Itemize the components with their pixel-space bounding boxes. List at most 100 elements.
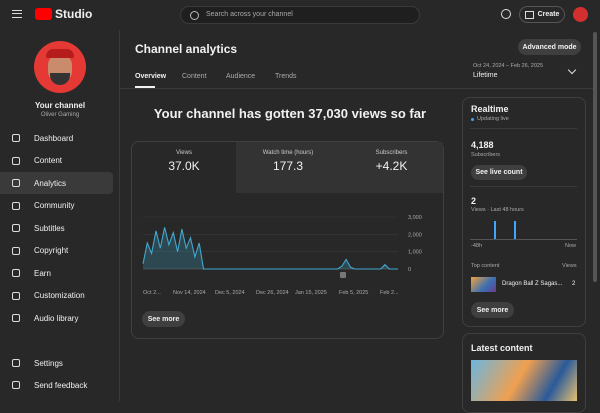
metric-label: Watch time (hours) (262, 150, 314, 156)
subscriber-label: Subscribers (471, 152, 501, 158)
nav-icon (12, 224, 20, 232)
metric-tab[interactable]: Subscribers +4.2K (340, 142, 443, 193)
help-icon[interactable] (501, 9, 511, 19)
x-tick-label: Nov 14, 2024 (173, 290, 206, 296)
nav-label: Customization (34, 291, 85, 300)
realtime-card (462, 97, 586, 327)
metric-value: +4.2K (375, 159, 408, 173)
period-dropdown[interactable] (567, 65, 577, 75)
realtime-axis (470, 239, 577, 240)
see-more-button[interactable]: See more (142, 311, 185, 327)
realtime-start: -48h (471, 243, 483, 249)
realtime-views: 2 (471, 196, 477, 206)
metric-value: 37.0K (168, 159, 200, 173)
views-column: Views (562, 263, 577, 269)
x-tick-label: Dec 26, 2024 (256, 290, 289, 296)
x-tick-label: Feb 2... (380, 290, 399, 296)
tab-indicator (135, 86, 155, 88)
create-label: Create (537, 11, 560, 18)
area (143, 227, 398, 269)
nav-item[interactable]: Audio library (0, 307, 113, 329)
menu-icon[interactable] (12, 10, 22, 18)
nav-icon (12, 246, 20, 255)
nav-label: Analytics (34, 178, 67, 188)
realtime-bar (514, 221, 516, 239)
realtime-title: Realtime (471, 104, 509, 114)
metric-label: Subscribers (375, 150, 408, 156)
latest-thumbnail[interactable] (471, 360, 577, 401)
tab[interactable]: Trends (275, 73, 297, 80)
sidebar-divider (119, 30, 120, 401)
account-avatar[interactable] (573, 7, 588, 22)
metric-label: Views (176, 150, 192, 156)
nav-item[interactable]: Community (0, 195, 113, 217)
views-chart: 0 1,000 2,000 3,000 Oct 2... Nov 14, 2024 Dec … (142, 215, 422, 296)
metric-tab[interactable]: Views 37.0K (132, 142, 236, 193)
advanced-mode-button[interactable]: Advanced mode (518, 39, 581, 55)
nav-icon (12, 269, 20, 277)
period[interactable]: Lifetime (473, 72, 498, 79)
see-more-button[interactable]: See more (471, 302, 514, 318)
top-item-views: 2 (572, 281, 576, 287)
subscriber-count: 4,188 (471, 140, 494, 150)
nav-icon (12, 134, 20, 142)
nav-item[interactable]: Subtitles (0, 217, 113, 239)
metric-value: 177.3 (272, 159, 304, 173)
nav-icon (12, 291, 20, 300)
y-tick-label: 2,000 (408, 232, 422, 238)
nav-icon (12, 314, 20, 322)
nav-label: Community (34, 201, 75, 210)
top-item-title[interactable]: Dragon Ball Z Sagas... (502, 281, 563, 287)
nav-item[interactable]: Earn (0, 262, 113, 284)
latest-title: Latest content (471, 343, 533, 353)
nav-label: Send feedback (34, 380, 88, 390)
live-count-button[interactable]: See live count (471, 165, 527, 180)
nav-label: Copyright (34, 246, 69, 255)
search-placeholder: Search across your channel (206, 11, 293, 18)
nav-item[interactable]: Dashboard (0, 127, 113, 149)
metric-tab[interactable]: Watch time (hours) 177.3 (236, 142, 340, 193)
nav-label: Audio library (34, 313, 79, 323)
nav-item[interactable]: Analytics (0, 172, 113, 194)
nav-item[interactable]: Customization (0, 285, 113, 307)
channel-name: Oliver Gaming (40, 112, 80, 118)
page-title: Channel analytics (135, 42, 238, 56)
search-box[interactable]: Search across your channel (180, 6, 420, 24)
tab[interactable]: Content (182, 73, 207, 80)
video-marker (340, 272, 346, 278)
x-tick-label: Dec 5, 2024 (215, 290, 245, 296)
y-tick-label: 0 (408, 267, 411, 273)
scrollbar (593, 32, 597, 282)
divider (470, 186, 577, 187)
tabs-divider (120, 88, 596, 89)
nav-item[interactable]: Copyright (0, 240, 113, 262)
y-tick-label: 3,000 (408, 215, 422, 221)
line (142, 227, 398, 270)
date-range: Oct 24, 2024 – Feb 26, 2025 (473, 63, 544, 69)
nav-label: Settings (34, 358, 63, 368)
logo-text[interactable]: Studio (55, 7, 93, 21)
video-thumbnail[interactable] (471, 277, 496, 292)
x-tick-label: Jan 15, 2025 (295, 290, 327, 296)
your-channel: Your channel (34, 101, 86, 110)
nav-item[interactable]: Send feedback (0, 374, 113, 396)
tab[interactable]: Overview (135, 73, 167, 80)
top-content-label: Top content (471, 263, 500, 269)
x-tick-label: Oct 2... (143, 290, 161, 296)
nav-icon (12, 201, 20, 210)
nav-label: Dashboard (34, 133, 74, 143)
nav-icon (12, 179, 20, 187)
page: {"header":{"logo":"Studio","search_place… (0, 6, 597, 413)
nav-item[interactable]: Content (0, 150, 113, 172)
channel-avatar[interactable] (34, 41, 86, 93)
tab[interactable]: Audience (226, 73, 256, 80)
nav-item[interactable]: Settings (0, 352, 113, 374)
nav-label: Earn (34, 268, 51, 278)
nav-icon (12, 381, 20, 389)
realtime-bar (494, 221, 496, 239)
create-button[interactable]: Create (519, 6, 565, 23)
nav-icon (12, 156, 20, 165)
realtime-end: Now (565, 243, 577, 249)
nav-label: Subtitles (34, 223, 65, 233)
x-tick-label: Feb 5, 2025 (339, 290, 368, 296)
